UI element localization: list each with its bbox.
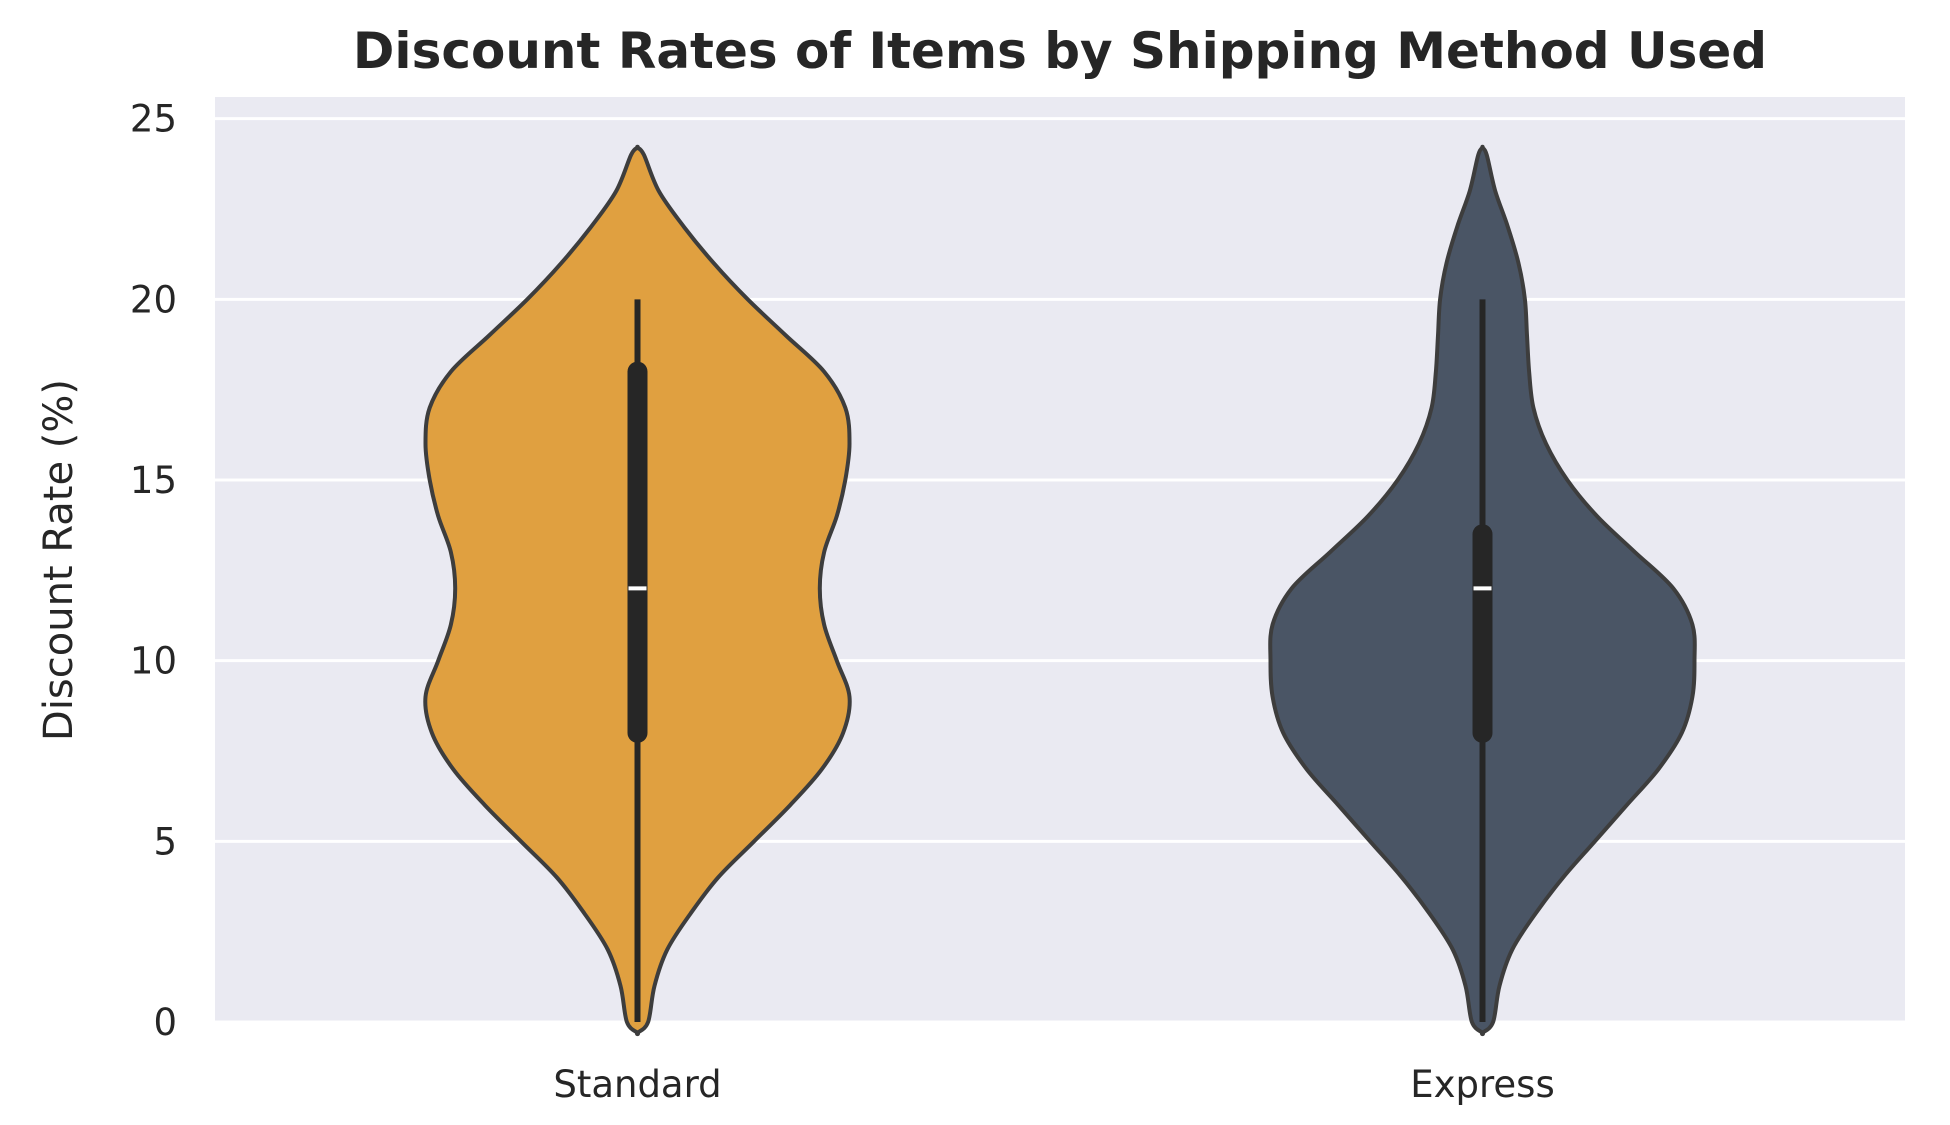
x-tick-labels: Standard Express: [553, 1063, 1554, 1106]
x-tick-label: Standard: [553, 1063, 721, 1106]
y-axis-label: Discount Rate (%): [36, 379, 82, 741]
y-tick-label: 5: [153, 820, 177, 863]
y-tick-labels: 0 5 10 15 20 25: [130, 98, 177, 1044]
violin-standard: [423, 144, 852, 1037]
x-tick-label: Express: [1410, 1063, 1554, 1106]
y-tick-label: 25: [130, 98, 177, 141]
chart-title: Discount Rates of Items by Shipping Meth…: [353, 22, 1767, 80]
y-tick-label: 15: [130, 459, 177, 502]
y-tick-label: 20: [130, 278, 177, 321]
y-tick-label: 10: [130, 640, 177, 683]
y-tick-label: 0: [153, 1001, 177, 1044]
violin-express: [1268, 144, 1697, 1037]
violins: [423, 144, 1697, 1037]
